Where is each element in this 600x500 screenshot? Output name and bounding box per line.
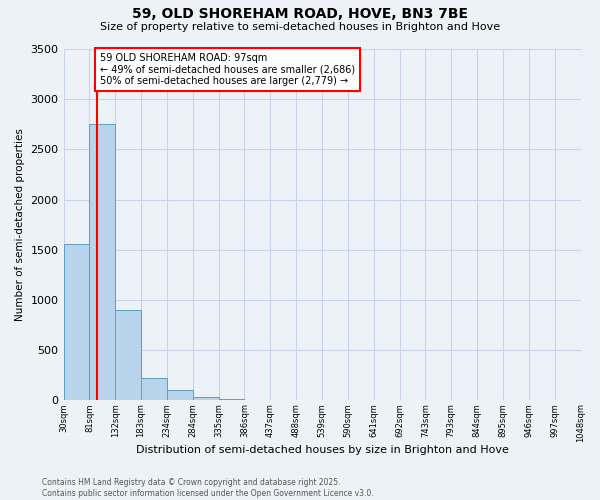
X-axis label: Distribution of semi-detached houses by size in Brighton and Hove: Distribution of semi-detached houses by … — [136, 445, 508, 455]
Bar — [115, 310, 141, 400]
Y-axis label: Number of semi-detached properties: Number of semi-detached properties — [15, 128, 25, 321]
Text: 59, OLD SHOREHAM ROAD, HOVE, BN3 7BE: 59, OLD SHOREHAM ROAD, HOVE, BN3 7BE — [132, 8, 468, 22]
Bar — [141, 378, 167, 400]
Text: 59 OLD SHOREHAM ROAD: 97sqm
← 49% of semi-detached houses are smaller (2,686)
50: 59 OLD SHOREHAM ROAD: 97sqm ← 49% of sem… — [100, 53, 355, 86]
Bar — [167, 390, 193, 400]
Bar — [193, 398, 218, 400]
Bar — [89, 124, 115, 400]
Text: Contains HM Land Registry data © Crown copyright and database right 2025.
Contai: Contains HM Land Registry data © Crown c… — [42, 478, 374, 498]
Text: Size of property relative to semi-detached houses in Brighton and Hove: Size of property relative to semi-detach… — [100, 22, 500, 32]
Bar — [64, 244, 89, 400]
